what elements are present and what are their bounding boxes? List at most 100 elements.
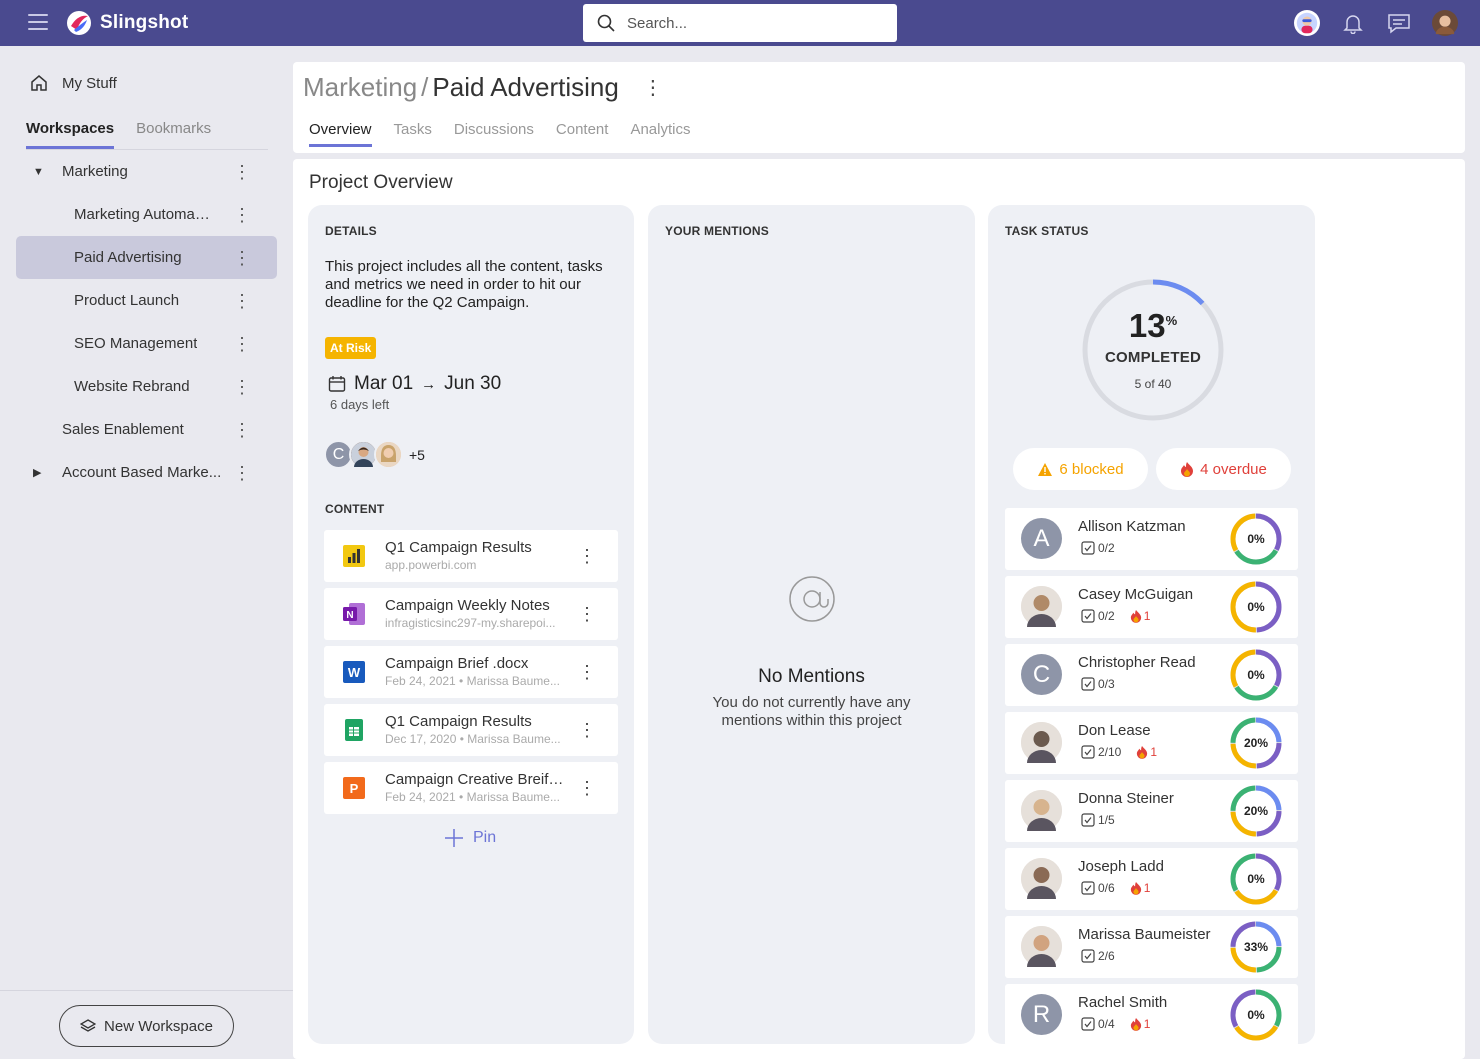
- sidebar-item-account-based-marketing[interactable]: ▶ Account Based Marke... ⋮: [16, 451, 277, 494]
- more-options-icon[interactable]: ⋮: [233, 161, 251, 182]
- sidebar-item-label: Sales Enablement: [62, 421, 184, 438]
- sidebar-item-paid-advertising[interactable]: Paid Advertising ⋮: [16, 236, 277, 279]
- end-date: Jun 30: [444, 373, 502, 394]
- top-bar-actions: [1294, 10, 1458, 36]
- assignee-row[interactable]: Joseph Ladd 0/6 1 0%: [1005, 848, 1298, 910]
- app-logo[interactable]: Slingshot: [66, 10, 188, 36]
- caret-down-icon[interactable]: ▼: [33, 165, 44, 178]
- assistant-avatar-icon[interactable]: [1294, 10, 1320, 36]
- new-workspace-button[interactable]: New Workspace: [59, 1005, 234, 1047]
- sidebar-item-sales-enablement[interactable]: Sales Enablement ⋮: [16, 408, 277, 451]
- home-icon: [31, 75, 47, 91]
- user-avatar[interactable]: [1432, 10, 1458, 36]
- more-options-icon[interactable]: ⋮: [578, 604, 596, 624]
- assignee-meta: 0/2: [1081, 541, 1115, 555]
- more-options-icon[interactable]: ⋮: [578, 720, 596, 740]
- tab-bookmarks[interactable]: Bookmarks: [136, 120, 212, 137]
- more-options-icon[interactable]: ⋮: [578, 778, 596, 798]
- my-stuff-label: My Stuff: [62, 74, 117, 92]
- fire-icon: [1137, 746, 1148, 759]
- avatar: [1021, 858, 1062, 899]
- extra-members-count: +5: [409, 446, 425, 463]
- more-options-icon[interactable]: ⋮: [233, 290, 251, 311]
- overdue-count: 4 overdue: [1200, 460, 1267, 478]
- tab-tasks[interactable]: Tasks: [393, 121, 432, 138]
- more-options-icon[interactable]: ⋮: [233, 247, 251, 268]
- sidebar-item-seo-management[interactable]: SEO Management ⋮: [16, 322, 277, 365]
- pin-button[interactable]: Pin: [443, 827, 496, 849]
- more-options-icon[interactable]: ⋮: [233, 419, 251, 440]
- content-item[interactable]: N Campaign Weekly Notes infragisticsinc2…: [324, 588, 618, 640]
- task-count: 2/6: [1098, 949, 1115, 963]
- more-options-icon[interactable]: ⋮: [233, 204, 251, 225]
- more-options-icon[interactable]: ⋮: [233, 376, 251, 397]
- assignee-meta: 2/6: [1081, 949, 1115, 963]
- more-options-icon[interactable]: ⋮: [578, 546, 596, 566]
- blocked-pill[interactable]: 6 blocked: [1013, 448, 1148, 490]
- member-avatars[interactable]: C +5: [324, 440, 425, 469]
- tab-analytics[interactable]: Analytics: [630, 121, 691, 138]
- progress-percent: 33%: [1243, 940, 1269, 954]
- content-item[interactable]: Q1 Campaign Results Dec 17, 2020 • Maris…: [324, 704, 618, 756]
- content-item-subtitle: Dec 17, 2020 • Marissa Baume...: [385, 732, 561, 746]
- assignee-row[interactable]: C Christopher Read 0/3 0%: [1005, 644, 1298, 706]
- assignee-row[interactable]: Marissa Baumeister 2/6 33%: [1005, 916, 1298, 978]
- content-list: Q1 Campaign Results app.powerbi.com ⋮ N …: [324, 530, 618, 820]
- more-options-icon[interactable]: ⋮: [233, 333, 251, 354]
- assignee-meta: 2/10 1: [1081, 745, 1157, 759]
- menu-icon[interactable]: [28, 14, 48, 30]
- task-check-icon: [1081, 881, 1095, 895]
- task-count: 0/6: [1098, 881, 1115, 895]
- svg-text:P: P: [350, 781, 359, 796]
- tab-overview[interactable]: Overview: [309, 121, 372, 147]
- more-options-icon[interactable]: ⋮: [642, 77, 663, 99]
- tab-content[interactable]: Content: [555, 121, 609, 138]
- chat-icon[interactable]: [1386, 10, 1412, 36]
- overdue-count: 1: [1143, 881, 1151, 895]
- sidebar-item-marketing[interactable]: ▼ Marketing ⋮: [16, 150, 277, 193]
- assignee-row[interactable]: Don Lease 2/10 1 20%: [1005, 712, 1298, 774]
- assignee-row[interactable]: Casey McGuigan 0/2 1 0%: [1005, 576, 1298, 638]
- assignee-name: Allison Katzman: [1078, 518, 1186, 535]
- avatar: [1021, 586, 1062, 627]
- assignee-row[interactable]: R Rachel Smith 0/4 1 0%: [1005, 984, 1298, 1046]
- content-item[interactable]: P Campaign Creative Breif .... Feb 24, 2…: [324, 762, 618, 814]
- progress-percent: 0%: [1247, 600, 1265, 614]
- details-heading: DETAILS: [325, 224, 377, 238]
- assignee-row[interactable]: Donna Steiner 1/5 20%: [1005, 780, 1298, 842]
- progress-percent: 0%: [1247, 532, 1265, 546]
- content-item[interactable]: W Campaign Brief .docx Feb 24, 2021 • Ma…: [324, 646, 618, 698]
- bell-icon[interactable]: [1340, 10, 1366, 36]
- progress-percent: 0%: [1247, 872, 1265, 886]
- more-options-icon[interactable]: ⋮: [578, 662, 596, 682]
- task-count: 0/4: [1098, 1017, 1115, 1031]
- assignee-name: Casey McGuigan: [1078, 586, 1194, 603]
- avatar: [374, 440, 403, 469]
- sidebar-item-marketing-automation[interactable]: Marketing Automati... ⋮: [16, 193, 277, 236]
- sidebar-item-product-launch[interactable]: Product Launch ⋮: [16, 279, 277, 322]
- progress-percent: 0%: [1247, 1008, 1265, 1022]
- content-item[interactable]: Q1 Campaign Results app.powerbi.com ⋮: [324, 530, 618, 582]
- overdue-count: 1: [1143, 1017, 1151, 1031]
- avatar: A: [1021, 518, 1062, 559]
- caret-right-icon[interactable]: ▶: [33, 467, 42, 479]
- search-input[interactable]: [627, 14, 867, 32]
- completion-count: 5 of 40: [1134, 377, 1172, 391]
- overdue-pill[interactable]: 4 overdue: [1156, 448, 1291, 490]
- content-item-subtitle: app.powerbi.com: [385, 558, 477, 572]
- assignee-meta: 0/6 1: [1081, 881, 1150, 895]
- more-options-icon[interactable]: ⋮: [233, 462, 251, 483]
- sidebar-item-website-rebrand[interactable]: Website Rebrand ⋮: [16, 365, 277, 408]
- progress-percent: 20%: [1243, 804, 1269, 818]
- mentions-heading: YOUR MENTIONS: [665, 224, 769, 238]
- assignee-row[interactable]: A Allison Katzman 0/2 0%: [1005, 508, 1298, 570]
- my-stuff-link[interactable]: My Stuff: [30, 74, 117, 92]
- arrow-right-icon: →: [421, 375, 437, 393]
- search-box[interactable]: [583, 4, 897, 42]
- breadcrumb-parent[interactable]: Marketing: [303, 72, 418, 102]
- tab-workspaces[interactable]: Workspaces: [26, 120, 115, 149]
- task-check-icon: [1081, 813, 1095, 827]
- tab-discussions[interactable]: Discussions: [453, 121, 534, 138]
- date-range[interactable]: Mar 01 → Jun 30: [328, 373, 501, 395]
- status-badge[interactable]: At Risk: [325, 337, 377, 359]
